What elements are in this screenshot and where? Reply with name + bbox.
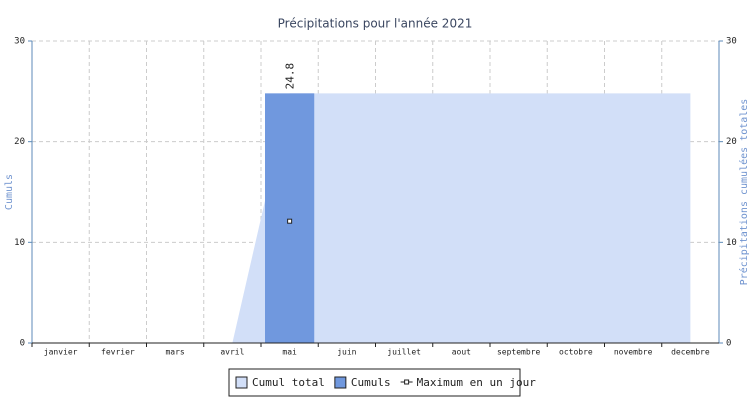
y-axis-title: Cumuls — [4, 174, 15, 210]
x-tick-label: juin — [337, 348, 356, 357]
point — [287, 218, 293, 224]
legend-box — [228, 368, 521, 397]
y2-tick-label: 10 — [726, 238, 737, 248]
legend-label: Cumul total — [252, 376, 325, 389]
x-tick-label: mai — [282, 348, 297, 357]
y2-tick-label: 30 — [726, 37, 737, 47]
y-tick-label: 10 — [14, 238, 25, 248]
x-tick-label: novembre — [614, 348, 653, 357]
chart-title: Précipitations pour l'année 2021 — [278, 17, 473, 31]
legend-swatch — [235, 376, 248, 389]
bar — [265, 93, 315, 343]
y2-tick-label: 20 — [726, 137, 737, 147]
y2-axis-title: Précipitations cumulées totales — [738, 99, 750, 286]
legend-label: Cumuls — [351, 376, 391, 389]
y2-tick-label: 0 — [726, 339, 731, 349]
legend-swatch — [334, 376, 347, 389]
y-tick-label: 30 — [14, 37, 25, 47]
area — [60, 93, 691, 343]
x-tick-label: avril — [220, 348, 244, 357]
legend-marker — [404, 379, 410, 385]
x-tick-label: octobre — [559, 348, 593, 357]
x-tick-label: fevrier — [101, 348, 135, 357]
x-tick-label: mars — [165, 348, 184, 357]
x-tick-label: juillet — [387, 348, 421, 357]
x-tick-label: aout — [452, 348, 471, 357]
y-tick-label: 0 — [20, 339, 25, 349]
legend-label: Maximum en un jour — [417, 376, 537, 389]
x-tick-label: janvier — [44, 348, 78, 357]
data-label: 24.8 — [284, 63, 297, 90]
x-tick-label: septembre — [497, 348, 541, 357]
x-tick-label: decembre — [671, 348, 710, 357]
y-tick-label: 20 — [14, 137, 25, 147]
